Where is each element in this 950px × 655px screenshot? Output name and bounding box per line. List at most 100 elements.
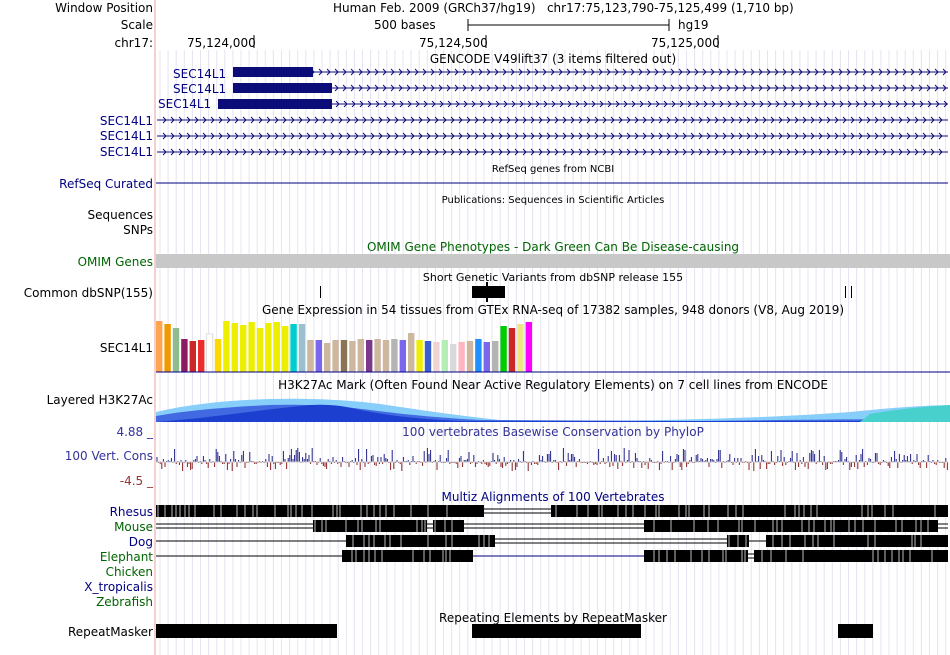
gencode-track[interactable]: [157, 67, 948, 156]
alignment-block: [433, 520, 464, 532]
phylop-title[interactable]: 100 vertebrates Basewise Conservation by…: [402, 425, 704, 439]
multiz-species-chicken[interactable]: Chicken: [105, 565, 153, 579]
gtex-bar: [340, 340, 348, 372]
gtex-bar: [391, 339, 398, 372]
repeatmasker-title[interactable]: Repeating Elements by RepeatMasker: [439, 611, 667, 625]
scale-bar: [467, 19, 670, 31]
repeatmasker-label[interactable]: RepeatMasker: [67, 625, 153, 639]
gtex-bar: [324, 343, 331, 372]
gencode-transcript: [218, 99, 948, 109]
multiz-title[interactable]: Multiz Alignments of 100 Vertebrates: [441, 490, 665, 504]
gencode-transcript: [157, 132, 948, 140]
alignment-block: [766, 535, 948, 547]
gtex-bars[interactable]: [156, 321, 532, 373]
refseq-title[interactable]: RefSeq genes from NCBI: [491, 164, 615, 175]
gtex-bar: [181, 339, 188, 372]
gencode-item-label[interactable]: SEC14L1: [173, 82, 227, 96]
window-position-label: Window Position: [55, 1, 153, 15]
gtex-bar: [172, 328, 180, 372]
gtex-bar: [366, 340, 373, 372]
gtex-bar: [298, 324, 306, 372]
gtex-bar: [214, 339, 222, 372]
publications-label[interactable]: Sequences: [87, 208, 153, 222]
gtex-bar: [525, 322, 532, 372]
gtex-bar: [382, 340, 390, 372]
gencode-title[interactable]: GENCODE V49lift37 (3 items filtered out): [429, 52, 677, 66]
dbsnp-label[interactable]: Common dbSNP(155): [23, 286, 153, 300]
refseq-label[interactable]: RefSeq Curated: [59, 177, 153, 191]
gtex-bar: [399, 340, 406, 372]
gtex-title[interactable]: Gene Expression in 54 tissues from GTEx …: [261, 303, 845, 317]
h3k27ac-label[interactable]: Layered H3K27Ac: [46, 393, 153, 407]
dbsnp-marks[interactable]: [320, 282, 852, 302]
snps-label[interactable]: SNPs: [123, 223, 153, 237]
gtex-bar: [408, 333, 415, 372]
h3k27ac-title[interactable]: H3K27Ac Mark (Often Found Near Active Re…: [278, 378, 828, 392]
multiz-alignments[interactable]: [156, 505, 948, 562]
gtex-bar: [508, 328, 516, 372]
alignment-block: [551, 505, 948, 517]
gtex-bar: [483, 342, 490, 372]
gtex-bar: [198, 340, 205, 372]
gtex-bar: [189, 341, 196, 372]
window-position-value: Human Feb. 2009 (GRCh37/hg19) chr17:75,1…: [333, 1, 794, 15]
gtex-label[interactable]: SEC14L1: [99, 341, 153, 355]
gtex-bar: [282, 326, 289, 372]
multiz-species-mouse[interactable]: Mouse: [114, 520, 153, 534]
alignment-block: [313, 520, 427, 532]
multiz-species-dog[interactable]: Dog: [128, 535, 153, 549]
multiz-species-xtropicalis[interactable]: X_tropicalis: [84, 580, 153, 594]
gtex-bar: [332, 340, 339, 372]
gtex-bar: [374, 339, 381, 372]
gtex-bar: [424, 341, 432, 372]
gtex-bar: [433, 342, 440, 372]
gtex-bar: [231, 323, 238, 372]
gtex-bar: [466, 341, 474, 372]
gencode-side-label[interactable]: SEC14L1: [99, 129, 153, 143]
gtex-bar: [349, 341, 356, 372]
h3k27ac-signal[interactable]: [156, 398, 950, 422]
gtex-bar: [458, 342, 465, 372]
omim-bar[interactable]: [156, 254, 950, 268]
scale-value: 500 bases: [374, 18, 436, 32]
ruler-tick-label: 75,124,000: [187, 36, 256, 50]
gencode-transcript: [157, 148, 948, 156]
alignment-block: [727, 535, 749, 547]
phylop-signal[interactable]: [156, 448, 948, 471]
publications-title[interactable]: Publications: Sequences in Scientific Ar…: [441, 195, 665, 206]
dbsnp-title[interactable]: Short Genetic Variants from dbSNP releas…: [422, 271, 684, 284]
gtex-bar: [315, 340, 322, 372]
phylop-label[interactable]: 100 Vert. Cons: [64, 449, 153, 463]
gtex-bar: [248, 322, 255, 372]
repeatmasker-blocks[interactable]: [156, 624, 873, 638]
gtex-bar: [357, 339, 364, 372]
gtex-bar: [240, 325, 247, 372]
scale-assembly: hg19: [678, 18, 709, 32]
gencode-side-label[interactable]: SEC14L1: [99, 114, 153, 128]
gtex-bar: [156, 321, 163, 372]
gencode-transcript: [157, 116, 948, 124]
phylop-min-label: -4.5 _: [119, 474, 153, 488]
gtex-bar: [307, 340, 314, 372]
phylop-max-label: 4.88 _: [116, 425, 153, 439]
scale-label: Scale: [120, 18, 153, 32]
omim-label[interactable]: OMIM Genes: [77, 255, 153, 269]
gtex-bar: [223, 321, 230, 372]
gtex-bar: [256, 328, 264, 372]
alignment-block: [346, 535, 495, 547]
gencode-item-label[interactable]: SEC14L1: [173, 67, 227, 81]
gtex-bar: [205, 333, 214, 373]
gtex-bar: [517, 324, 524, 372]
gencode-side-label[interactable]: SEC14L1: [99, 145, 153, 159]
gencode-transcript: [233, 67, 948, 77]
multiz-species-rhesus[interactable]: Rhesus: [109, 505, 153, 519]
gtex-bar: [441, 340, 448, 372]
gencode-item-label[interactable]: SEC14L1: [158, 97, 212, 111]
gtex-bar: [265, 323, 272, 372]
multiz-species-elephant[interactable]: Elephant: [99, 550, 153, 564]
omim-title[interactable]: OMIM Gene Phenotypes - Dark Green Can Be…: [366, 240, 740, 254]
multiz-species-zebrafish[interactable]: Zebrafish: [96, 595, 153, 609]
alignment-block: [342, 550, 473, 562]
ruler-tick-label: 75,124,500: [419, 36, 488, 50]
